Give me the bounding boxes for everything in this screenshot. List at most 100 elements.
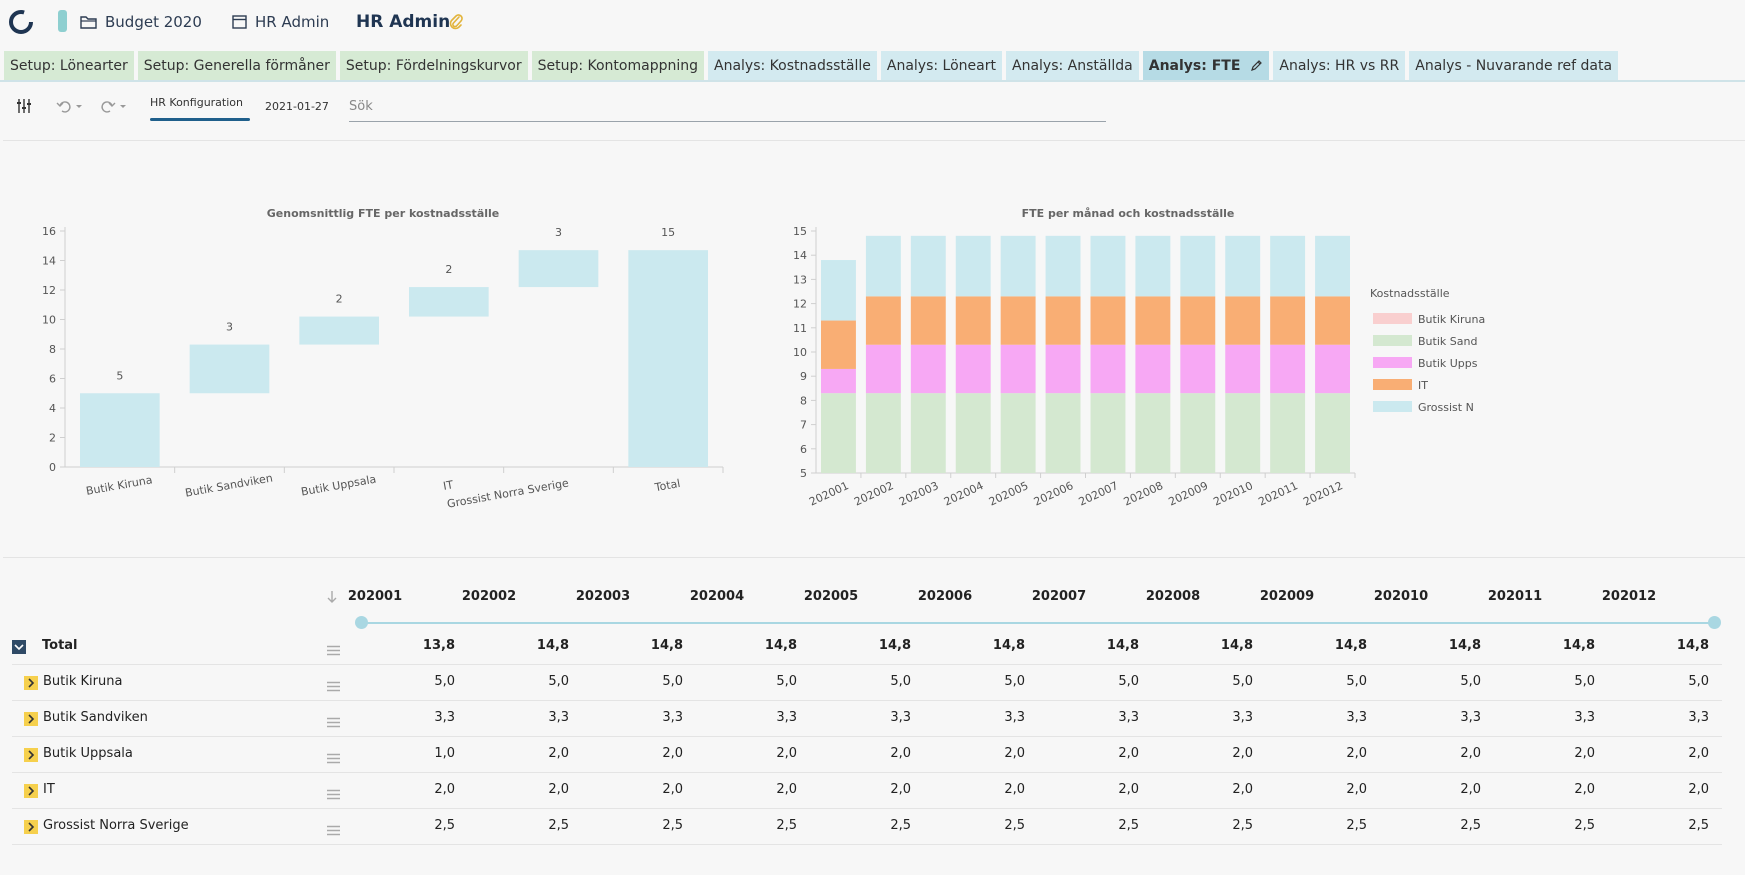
column-header[interactable]: 202004 — [689, 589, 745, 604]
table-cell[interactable]: 2,5 — [434, 818, 455, 833]
table-cell[interactable]: 14,8 — [764, 638, 797, 653]
table-cell[interactable]: 3,3 — [1460, 710, 1481, 725]
table-cell[interactable]: 5,0 — [434, 674, 455, 689]
table-cell[interactable]: 14,8 — [650, 638, 683, 653]
row-menu-icon[interactable] — [327, 641, 340, 660]
table-cell[interactable]: 2,5 — [1574, 818, 1595, 833]
column-header[interactable]: 202012 — [1601, 589, 1657, 604]
table-cell[interactable]: 2,5 — [1346, 818, 1367, 833]
table-cell[interactable]: 5,0 — [1004, 674, 1025, 689]
tab-analys-nuvarande-ref-data[interactable]: Analys - Nuvarande ref data — [1409, 51, 1619, 80]
table-cell[interactable]: 2,5 — [1688, 818, 1709, 833]
table-cell[interactable]: 2,5 — [548, 818, 569, 833]
column-header[interactable]: 202002 — [461, 589, 517, 604]
table-cell[interactable]: 2,0 — [1118, 746, 1139, 761]
table-cell[interactable]: 5,0 — [1574, 674, 1595, 689]
tab-analys-fte[interactable]: Analys: FTE — [1142, 51, 1270, 80]
table-cell[interactable]: 2,0 — [548, 746, 569, 761]
sort-arrow-icon[interactable] — [327, 590, 337, 604]
table-cell[interactable]: 2,5 — [1232, 818, 1253, 833]
table-cell[interactable]: 2,5 — [662, 818, 683, 833]
row-menu-icon[interactable] — [327, 821, 340, 840]
table-cell[interactable]: 5,0 — [1688, 674, 1709, 689]
table-cell[interactable]: 2,5 — [1118, 818, 1139, 833]
table-cell[interactable]: 2,0 — [434, 782, 455, 797]
table-cell[interactable]: 2,0 — [1574, 746, 1595, 761]
expand-icon[interactable] — [24, 820, 38, 834]
table-cell[interactable]: 14,8 — [536, 638, 569, 653]
settings-sliders-icon[interactable] — [16, 98, 32, 114]
table-cell[interactable]: 2,0 — [1118, 782, 1139, 797]
table-row[interactable]: Butik Uppsala 1,0 2,0 2,0 2,0 2,0 2,0 2,0 2,0 2,0… — [12, 737, 1722, 773]
table-cell[interactable]: 3,3 — [1118, 710, 1139, 725]
table-cell[interactable]: 2,5 — [1460, 818, 1481, 833]
table-cell[interactable]: 2,0 — [1232, 746, 1253, 761]
table-cell[interactable]: 1,0 — [434, 746, 455, 761]
expand-icon[interactable] — [24, 784, 38, 798]
table-row[interactable]: Butik Sandviken 3,3 3,3 3,3 3,3 3,3 3,3 3,3 3,3 3… — [12, 701, 1722, 737]
table-cell[interactable]: 5,0 — [1346, 674, 1367, 689]
table-cell[interactable]: 2,0 — [1004, 782, 1025, 797]
expand-icon[interactable] — [24, 748, 38, 762]
column-header[interactable]: 202007 — [1031, 589, 1087, 604]
table-cell[interactable]: 13,8 — [422, 638, 455, 653]
expand-icon[interactable] — [24, 676, 38, 690]
table-cell[interactable]: 2,0 — [890, 746, 911, 761]
collapse-icon[interactable] — [12, 640, 26, 654]
table-cell[interactable]: 2,0 — [1232, 782, 1253, 797]
table-cell[interactable]: 5,0 — [548, 674, 569, 689]
table-cell[interactable]: 5,0 — [890, 674, 911, 689]
table-cell[interactable]: 3,3 — [548, 710, 569, 725]
redo-icon[interactable] — [100, 98, 132, 114]
table-cell[interactable]: 5,0 — [1232, 674, 1253, 689]
table-cell[interactable]: 2,0 — [1346, 746, 1367, 761]
table-cell[interactable]: 14,8 — [1448, 638, 1481, 653]
period-slider-start-handle[interactable] — [355, 616, 368, 629]
table-cell[interactable]: 2,0 — [548, 782, 569, 797]
tab-analys-anställda[interactable]: Analys: Anställda — [1006, 51, 1139, 80]
column-header[interactable]: 202005 — [803, 589, 859, 604]
table-cell[interactable]: 2,0 — [1688, 746, 1709, 761]
table-cell[interactable]: 2,5 — [776, 818, 797, 833]
table-cell[interactable]: 5,0 — [776, 674, 797, 689]
table-row[interactable]: IT 2,0 2,0 2,0 2,0 2,0 2,0 2,0 2,0 2,0 2,0 2,0 2,0 — [12, 773, 1722, 809]
table-cell[interactable]: 3,3 — [1574, 710, 1595, 725]
table-cell[interactable]: 5,0 — [1118, 674, 1139, 689]
table-cell[interactable]: 14,8 — [1562, 638, 1595, 653]
table-cell[interactable]: 2,0 — [1004, 746, 1025, 761]
table-cell[interactable]: 3,3 — [1004, 710, 1025, 725]
table-cell[interactable]: 14,8 — [1220, 638, 1253, 653]
tab-setup-generella-förmåner[interactable]: Setup: Generella förmåner — [137, 51, 336, 80]
row-menu-icon[interactable] — [327, 785, 340, 804]
table-cell[interactable]: 2,5 — [1004, 818, 1025, 833]
column-header[interactable]: 202010 — [1373, 589, 1429, 604]
table-row[interactable]: Butik Kiruna 5,0 5,0 5,0 5,0 5,0 5,0 5,0 5,0 5,0 5… — [12, 665, 1722, 701]
table-cell[interactable]: 2,0 — [1574, 782, 1595, 797]
paperclip-icon[interactable] — [449, 12, 463, 30]
table-cell[interactable]: 2,0 — [1460, 782, 1481, 797]
row-menu-icon[interactable] — [327, 749, 340, 768]
table-cell[interactable]: 5,0 — [1460, 674, 1481, 689]
table-cell[interactable]: 3,3 — [434, 710, 455, 725]
tab-analys-hr-vs-rr[interactable]: Analys: HR vs RR — [1273, 51, 1406, 80]
column-header[interactable]: 202006 — [917, 589, 973, 604]
tab-analys-kostnadsställe[interactable]: Analys: Kostnadsställe — [708, 51, 877, 80]
table-cell[interactable]: 2,0 — [776, 782, 797, 797]
breadcrumb-budget[interactable]: Budget 2020 — [80, 0, 202, 44]
tab-setup-fördelningskurvor[interactable]: Setup: Fördelningskurvor — [339, 51, 528, 80]
column-header[interactable]: 202003 — [575, 589, 631, 604]
table-cell[interactable]: 3,3 — [1346, 710, 1367, 725]
table-cell[interactable]: 3,3 — [776, 710, 797, 725]
row-menu-icon[interactable] — [327, 677, 340, 696]
tab-setup-kontomappning[interactable]: Setup: Kontomappning — [531, 51, 704, 80]
table-cell[interactable]: 2,5 — [890, 818, 911, 833]
pencil-icon[interactable] — [1250, 59, 1263, 72]
search-input[interactable] — [349, 92, 1106, 122]
period-slider-end-handle[interactable] — [1708, 616, 1721, 629]
table-cell[interactable]: 2,0 — [662, 746, 683, 761]
table-cell[interactable]: 14,8 — [1106, 638, 1139, 653]
table-row[interactable]: Grossist Norra Sverige 2,5 2,5 2,5 2,5 2,5 2,5… — [12, 809, 1722, 845]
total-row[interactable]: Total 13,8 14,8 14,8 14,8 14,8 14,8 14,8 14,8 14,… — [12, 629, 1722, 665]
tab-analys-löneart[interactable]: Analys: Löneart — [880, 51, 1002, 80]
undo-icon[interactable] — [56, 98, 88, 114]
